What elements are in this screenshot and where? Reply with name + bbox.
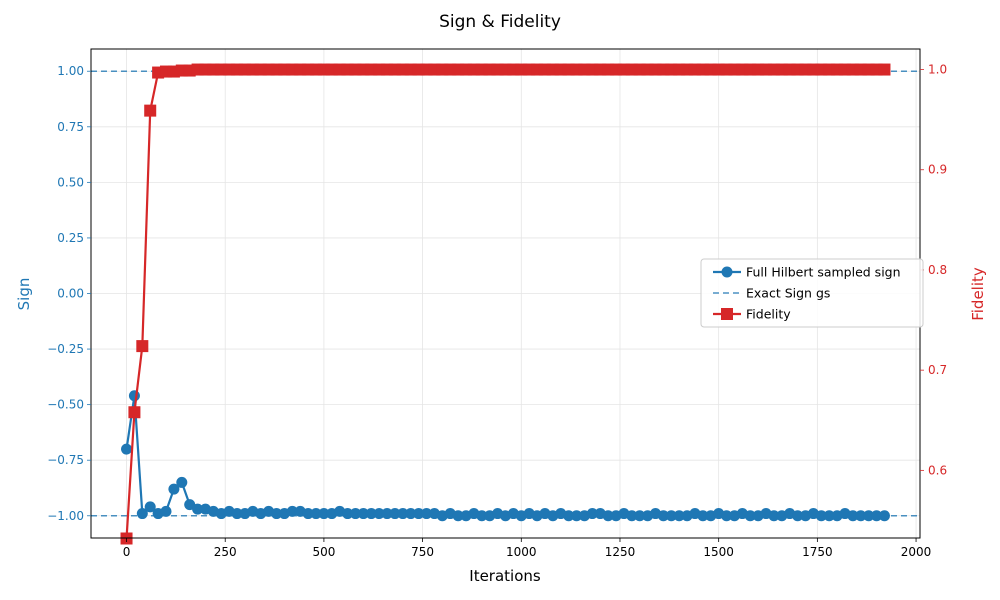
y-axis-right: 1.0 0.9 0.8 0.7 0.6 — [920, 63, 947, 477]
legend-label: Full Hilbert sampled sign — [746, 265, 901, 280]
sign-point — [697, 510, 709, 522]
x-axis: 0 250 500 750 1000 1250 1500 1750 2000 — [123, 538, 932, 559]
x-tick-label: 1000 — [506, 545, 537, 559]
sign-point — [871, 510, 883, 522]
y-left-tick-label: −0.75 — [47, 453, 84, 467]
sign-point — [792, 510, 804, 522]
series-fidelity — [120, 63, 891, 545]
y-left-tick-label: −0.50 — [47, 398, 84, 412]
sign-point — [855, 510, 867, 522]
sign-point — [563, 510, 575, 522]
sign-point — [318, 508, 330, 520]
sign-point — [863, 510, 875, 522]
sign-point — [673, 510, 685, 522]
legend-item: Fidelity — [713, 307, 791, 322]
sign-point — [571, 510, 583, 522]
sign-point — [128, 390, 140, 402]
y-right-tick-label: 0.9 — [928, 163, 947, 177]
y-left-tick-label: 1.00 — [57, 64, 84, 78]
y-right-tick-label: 0.7 — [928, 363, 947, 377]
sign-point — [657, 510, 669, 522]
sign-point — [626, 510, 638, 522]
sign-point — [634, 510, 646, 522]
sign-point — [405, 508, 417, 520]
y-right-tick-label: 0.6 — [928, 463, 947, 477]
legend-swatch-square — [721, 308, 733, 320]
sign-point — [302, 508, 314, 520]
y-axis-left-label: Sign — [15, 278, 33, 311]
sign-point — [144, 501, 156, 513]
x-tick-label: 1250 — [605, 545, 636, 559]
chart-title: Sign & Fidelity — [439, 12, 561, 32]
sign-point — [168, 483, 180, 495]
x-tick-label: 0 — [123, 545, 131, 559]
legend-swatch-circle — [721, 266, 733, 278]
sign-point — [397, 508, 409, 520]
sign-point — [176, 476, 188, 488]
y-left-tick-label: 0.00 — [57, 287, 84, 301]
sign-point — [476, 510, 488, 522]
x-tick-label: 750 — [411, 545, 434, 559]
legend-item: Exact Sign gs — [713, 286, 830, 301]
sign-point — [744, 510, 756, 522]
sign-point — [878, 510, 890, 522]
sign-point — [847, 510, 859, 522]
fidelity-point — [128, 406, 141, 419]
legend-box — [700, 258, 924, 328]
sign-point — [586, 508, 598, 520]
sign-point — [721, 510, 733, 522]
x-axis-label: Iterations — [469, 567, 541, 585]
sign-point — [160, 505, 172, 517]
sign-point — [136, 508, 148, 520]
sign-point — [342, 508, 354, 520]
sign-point — [768, 510, 780, 522]
y-left-tick-label: 0.50 — [57, 175, 84, 189]
y-left-tick-label: −1.00 — [47, 509, 84, 523]
sign-point — [421, 508, 433, 520]
sign-point — [389, 508, 401, 520]
sign-point — [349, 508, 361, 520]
sign-point — [665, 510, 677, 522]
legend: Full Hilbert sampled sign Exact Sign gs Fi… — [700, 258, 924, 328]
x-tick-label: 2000 — [901, 545, 932, 559]
legend-item: Full Hilbert sampled sign — [713, 265, 901, 280]
sign-point — [373, 508, 385, 520]
series-sign — [121, 390, 890, 522]
sign-point — [381, 508, 393, 520]
x-tick-label: 1500 — [703, 545, 734, 559]
sign-point — [413, 508, 425, 520]
sign-point — [602, 510, 614, 522]
sign-point — [815, 510, 827, 522]
fidelity-point — [878, 63, 891, 76]
y-axis-right-label: Fidelity — [969, 267, 987, 321]
sign-point — [823, 510, 835, 522]
sign-point — [365, 508, 377, 520]
legend-label: Exact Sign gs — [746, 286, 830, 301]
sign-point — [192, 503, 204, 515]
x-tick-label: 250 — [214, 545, 237, 559]
y-axis-left: 1.00 0.75 0.50 0.25 0.00 −0.25 −0.50 −0.75 −1.00 — [47, 64, 91, 523]
legend-label: Fidelity — [746, 307, 791, 322]
sign-point — [286, 505, 298, 517]
sign-point — [271, 508, 283, 520]
y-left-tick-label: 0.25 — [57, 231, 84, 245]
sign-point — [357, 508, 369, 520]
y-left-tick-label: −0.25 — [47, 342, 84, 356]
sign-point — [310, 508, 322, 520]
y-right-tick-label: 0.8 — [928, 263, 947, 277]
x-tick-label: 500 — [312, 545, 335, 559]
fidelity-point — [136, 340, 149, 353]
y-left-tick-label: 0.75 — [57, 120, 84, 134]
series-layer — [120, 63, 891, 545]
sign-point — [231, 508, 243, 520]
sign-point — [452, 510, 464, 522]
fidelity-point — [144, 104, 157, 117]
sign-point — [121, 443, 133, 455]
x-tick-label: 1750 — [802, 545, 833, 559]
y-right-tick-label: 1.0 — [928, 63, 947, 77]
